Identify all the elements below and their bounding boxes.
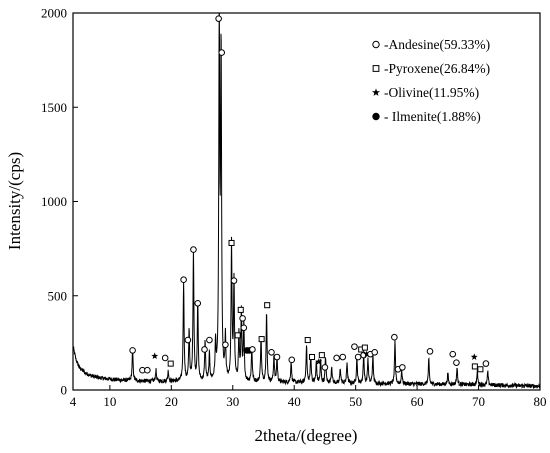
andesine-marker [453, 359, 460, 366]
andesine-marker [449, 350, 457, 358]
y-tick-label: 2000 [41, 6, 67, 21]
pyroxene-marker [361, 344, 368, 351]
andesine-marker [354, 353, 362, 361]
x-tick-label: 40 [288, 394, 301, 409]
andesine-marker [194, 299, 202, 307]
andesine-marker [161, 354, 169, 362]
legend-ilmenite-icon [372, 112, 380, 121]
x-tick-label: 70 [472, 394, 485, 409]
legend-label: -Andesine(59.33%) [384, 37, 490, 52]
x-tick-label: 20 [165, 394, 178, 409]
y-tick-label: 1000 [41, 194, 67, 209]
andesine-marker [482, 360, 490, 367]
andesine-marker [288, 356, 296, 364]
pyroxene-marker [228, 239, 235, 246]
legend-olivine-icon [372, 88, 380, 96]
legend-label: - Ilmenite(1.88%) [384, 109, 481, 124]
olivine-marker [363, 350, 371, 358]
x-tick-label: 30 [226, 394, 239, 409]
olivine-marker [151, 352, 159, 360]
andesine-marker [218, 49, 226, 56]
pyroxene-marker [237, 306, 244, 313]
andesine-marker [129, 347, 136, 354]
y-tick-label: 1500 [41, 100, 67, 115]
andesine-marker [184, 336, 192, 344]
andesine-marker [144, 366, 151, 374]
andesine-marker [240, 324, 248, 332]
series-layer [73, 13, 540, 389]
andesine-marker [215, 15, 222, 22]
andesine-marker [239, 315, 246, 322]
y-tick-label: 0 [61, 383, 68, 398]
y-axis-ticks: 0 500 1000 1500 2000 [41, 6, 78, 398]
pyroxene-marker [234, 332, 241, 339]
pyroxene-marker [304, 337, 311, 344]
andesine-marker [371, 349, 379, 356]
pyroxene-marker [309, 353, 316, 361]
legend-andesine-icon [372, 40, 380, 49]
andesine-marker [249, 346, 256, 353]
plot-area [73, 13, 540, 389]
marker-layer [129, 15, 490, 374]
x-tick-label: 4 [70, 394, 77, 409]
andesine-marker [190, 246, 197, 253]
pyroxene-marker [264, 302, 271, 309]
andesine-marker [201, 346, 208, 353]
legend-label: -Olivine(11.95%) [384, 85, 479, 100]
y-tick-label: 500 [48, 288, 68, 303]
andesine-marker [180, 276, 187, 284]
andesine-marker [230, 277, 238, 284]
x-tick-label: 10 [103, 394, 116, 409]
y-axis-title: Intensity/(cps) [5, 152, 24, 250]
andesine-marker [273, 353, 281, 361]
pyroxene-marker [477, 366, 484, 373]
olivine-marker [470, 353, 478, 360]
andesine-marker [339, 353, 347, 361]
legend-label: -Pyroxene(26.84%) [384, 61, 490, 76]
pyroxene-marker [258, 336, 265, 343]
andesine-marker [222, 341, 229, 349]
x-axis-ticks: 4 10 20 30 40 50 60 70 80 [70, 385, 547, 409]
andesine-marker [426, 348, 434, 355]
x-axis-title: 2theta/(degree) [255, 426, 358, 445]
andesine-marker [206, 336, 213, 344]
pyroxene-marker [318, 352, 325, 359]
x-tick-label: 80 [534, 394, 547, 409]
andesine-marker [333, 354, 340, 362]
legend-pyroxene-icon [372, 65, 380, 72]
andesine-marker [351, 343, 358, 350]
andesine-marker [321, 364, 329, 371]
legend: -Andesine(59.33%) -Pyroxene(26.84%) -Olivi… [372, 37, 490, 124]
andesine-marker [268, 349, 275, 356]
olivine-marker [315, 358, 323, 365]
x-tick-label: 50 [349, 394, 362, 409]
andesine-marker [391, 333, 398, 341]
pyroxene-marker [471, 363, 478, 370]
pyroxene-marker [167, 360, 174, 367]
x-tick-label: 60 [411, 394, 424, 409]
andesine-marker [399, 364, 406, 371]
xrd-pattern-line [73, 13, 540, 389]
